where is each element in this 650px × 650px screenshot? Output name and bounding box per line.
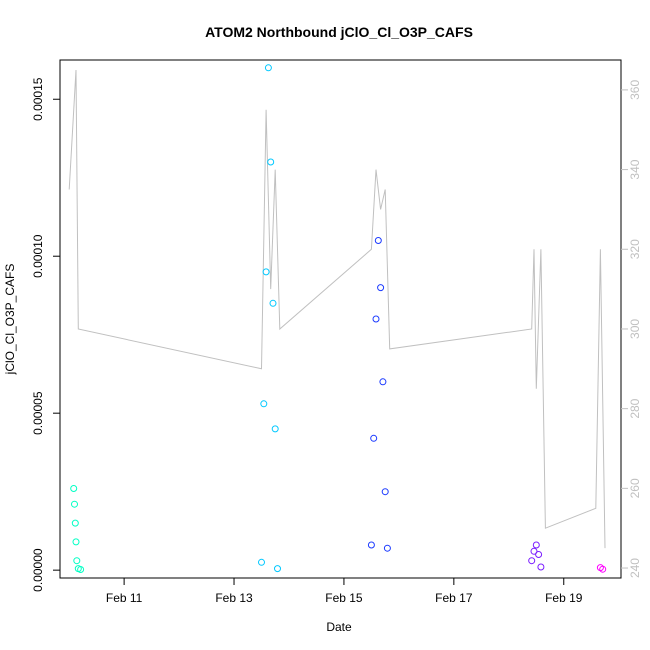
data-point xyxy=(530,547,538,555)
y-axis-right: 240 260 280 300 320 340 360 xyxy=(621,80,642,578)
y-axis-title: jClO_Cl_O3P_CAFS xyxy=(3,264,17,376)
x-tick-label: Feb 13 xyxy=(215,591,253,605)
data-point xyxy=(71,519,79,527)
data-point xyxy=(599,565,607,573)
x-tick-label: Feb 19 xyxy=(545,591,583,605)
x-tick-label: Feb 15 xyxy=(325,591,363,605)
data-point xyxy=(377,284,385,292)
data-point xyxy=(372,315,380,323)
data-point xyxy=(370,434,378,442)
data-point xyxy=(535,551,543,558)
data-point xyxy=(379,378,387,386)
data-point xyxy=(267,158,275,166)
data-point xyxy=(274,565,281,573)
data-point xyxy=(271,425,279,433)
data-point xyxy=(537,563,545,571)
y2-tick-label: 320 xyxy=(628,239,642,259)
data-point xyxy=(77,566,85,573)
data-point xyxy=(374,237,382,244)
data-point xyxy=(71,500,78,508)
data-point xyxy=(269,299,277,307)
data-point xyxy=(260,400,268,408)
y-tick-label: 0.00000 xyxy=(31,548,45,592)
data-point xyxy=(381,488,389,496)
data-point xyxy=(264,64,272,72)
data-point xyxy=(73,557,81,565)
x-axis: Feb 11 Feb 13 Feb 15 Feb 17 Feb 19 xyxy=(106,578,583,605)
y2-tick-label: 300 xyxy=(628,319,642,339)
data-point xyxy=(262,268,270,276)
y-tick-label: 0.00015 xyxy=(31,77,45,121)
plot-frame xyxy=(59,59,622,579)
data-point xyxy=(72,538,80,546)
y2-tick-label: 340 xyxy=(628,159,642,179)
data-point xyxy=(258,558,265,566)
secondary-line-layer xyxy=(68,69,606,549)
data-point xyxy=(528,557,536,565)
data-point xyxy=(383,544,391,552)
y2-tick-label: 280 xyxy=(628,398,642,418)
data-point xyxy=(70,485,78,492)
x-axis-title: Date xyxy=(326,620,352,634)
chart-title: ATOM2 Northbound jClO_Cl_O3P_CAFS xyxy=(205,24,473,40)
y2-tick-label: 360 xyxy=(628,80,642,100)
y2-tick-label: 260 xyxy=(628,478,642,498)
data-point xyxy=(367,541,375,549)
y-axis-left: 0.00000 0.00005 0.00010 0.00015 xyxy=(31,77,60,592)
x-tick-label: Feb 11 xyxy=(106,591,143,605)
y2-tick-label: 240 xyxy=(628,558,642,578)
data-point xyxy=(532,541,540,549)
x-tick-label: Feb 17 xyxy=(435,591,473,605)
points-layer xyxy=(70,64,607,573)
y-tick-label: 0.00005 xyxy=(31,391,45,435)
y-tick-label: 0.00010 xyxy=(31,234,45,278)
secondary-series-line xyxy=(68,69,606,549)
